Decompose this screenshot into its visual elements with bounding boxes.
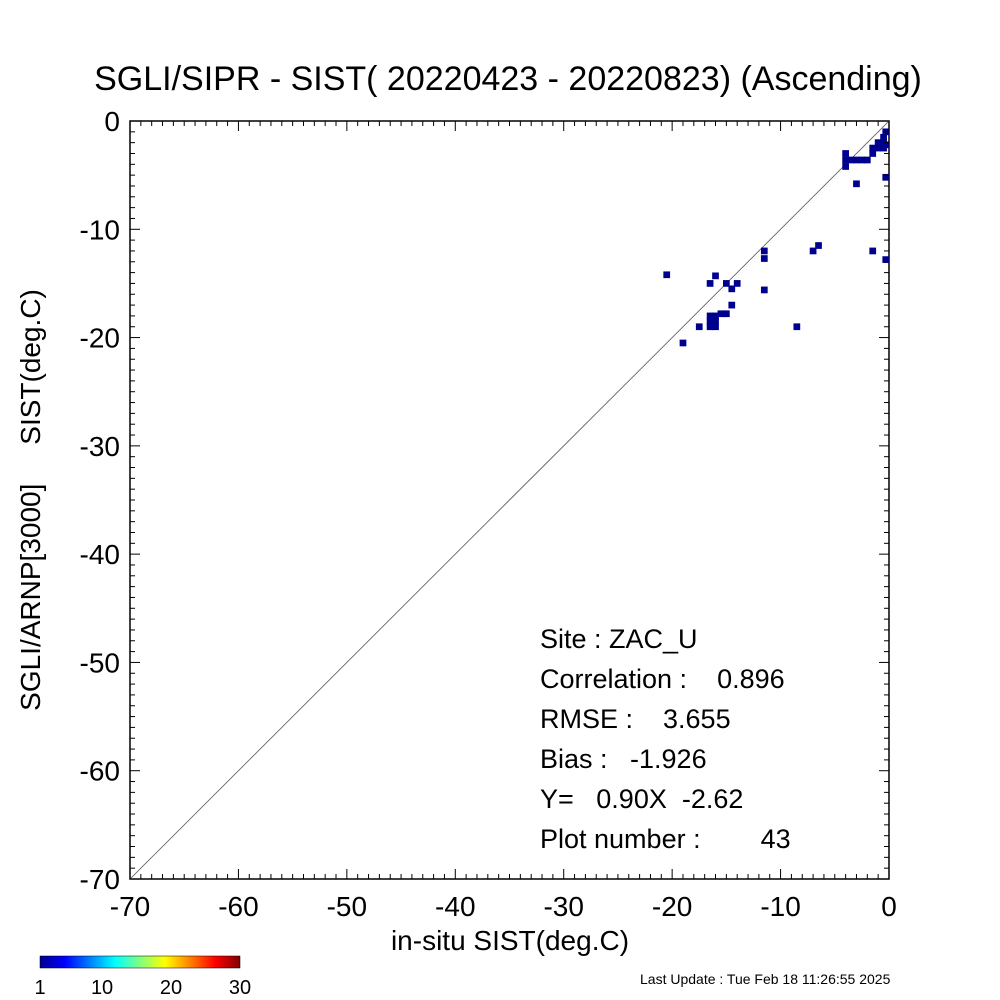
colorbar-tick-label: 30 xyxy=(229,977,251,999)
data-point xyxy=(679,339,687,347)
y-tick-label: -30 xyxy=(80,431,120,462)
y-tick-label: -20 xyxy=(80,323,120,354)
data-point xyxy=(842,156,849,164)
colorbar xyxy=(39,955,241,969)
data-point xyxy=(728,301,736,309)
data-point xyxy=(858,156,866,164)
x-tick-label: -20 xyxy=(652,891,692,922)
data-point xyxy=(793,323,801,331)
x-axis-label: in-situ SIST(deg.C) xyxy=(391,925,629,956)
stat-site: Site : ZAC_U xyxy=(540,624,698,654)
y-tick-label: 0 xyxy=(104,106,120,137)
data-point xyxy=(706,323,714,331)
data-point xyxy=(722,280,730,287)
y-tick-labels: -70 -60 -50 -40 -30 -20 -10 0 xyxy=(80,106,120,895)
x-tick-label: -40 xyxy=(435,891,475,922)
stat-correlation: Correlation : 0.896 xyxy=(540,664,785,694)
x-tick-label: -30 xyxy=(543,891,583,922)
data-point xyxy=(815,242,822,249)
data-point xyxy=(712,272,719,280)
data-point xyxy=(809,247,817,255)
chart-title: SGLI/SIPR - SIST( 20220423 - 20220823) (… xyxy=(94,60,922,98)
axis-ticks xyxy=(129,120,890,880)
data-point xyxy=(847,156,855,164)
data-point xyxy=(663,271,671,279)
data-point xyxy=(717,310,725,318)
data-point xyxy=(706,280,714,287)
x-tick-label: -50 xyxy=(327,891,367,922)
data-point xyxy=(874,139,882,147)
data-point xyxy=(712,323,719,331)
last-update-text: Last Update : Tue Feb 18 11:26:55 2025 xyxy=(640,971,891,987)
data-point xyxy=(869,247,877,255)
x-tick-label: 0 xyxy=(881,891,897,922)
data-point xyxy=(874,144,882,152)
one-to-one-line xyxy=(129,120,890,880)
data-point xyxy=(842,163,849,170)
diagonal-line xyxy=(129,120,890,880)
y-tick-label: -60 xyxy=(80,756,120,787)
stat-bias: Bias : -1.926 xyxy=(540,744,707,774)
data-points xyxy=(663,128,890,347)
data-point xyxy=(712,312,719,320)
x-tick-labels: -70 -60 -50 -40 -30 -20 -10 0 xyxy=(110,891,897,922)
data-point xyxy=(842,150,849,157)
data-point xyxy=(882,173,890,181)
x-tick-label: -70 xyxy=(110,891,150,922)
data-point xyxy=(869,144,877,152)
y-tick-label: -10 xyxy=(80,214,120,245)
data-point xyxy=(695,323,703,331)
data-point xyxy=(712,317,719,325)
colorbar-labels: 1 10 20 30 xyxy=(34,977,251,999)
stat-plot-number: Plot number : 43 xyxy=(540,824,791,854)
data-point xyxy=(760,247,768,255)
data-point xyxy=(760,255,768,262)
data-point xyxy=(882,256,890,263)
colorbar-tick-label: 1 xyxy=(34,977,45,999)
data-point xyxy=(869,150,877,157)
data-point xyxy=(722,310,730,318)
data-point xyxy=(733,280,741,287)
x-tick-label: -60 xyxy=(218,891,258,922)
data-point xyxy=(882,141,890,149)
stat-fit: Y= 0.90X -2.62 xyxy=(540,784,743,814)
y-tick-label: -40 xyxy=(80,539,120,570)
y-axis-label: SGLI/ARNP[3000] SIST(deg.C) xyxy=(15,289,46,711)
data-point xyxy=(853,180,860,188)
stat-rmse: RMSE : 3.655 xyxy=(540,704,731,734)
data-point xyxy=(863,156,871,164)
data-point xyxy=(706,317,714,325)
y-tick-label: -50 xyxy=(80,647,120,678)
statistics-panel: Site : ZAC_U Correlation : 0.896 RMSE : … xyxy=(540,624,791,854)
y-tick-label: -70 xyxy=(80,864,120,895)
data-point xyxy=(760,286,768,294)
data-point xyxy=(853,156,860,164)
colorbar-tick-label: 10 xyxy=(91,977,113,999)
x-tick-label: -10 xyxy=(760,891,800,922)
colorbar-tick-label: 20 xyxy=(160,977,182,999)
data-point xyxy=(880,133,887,141)
data-point xyxy=(706,312,714,320)
data-point xyxy=(728,285,736,293)
